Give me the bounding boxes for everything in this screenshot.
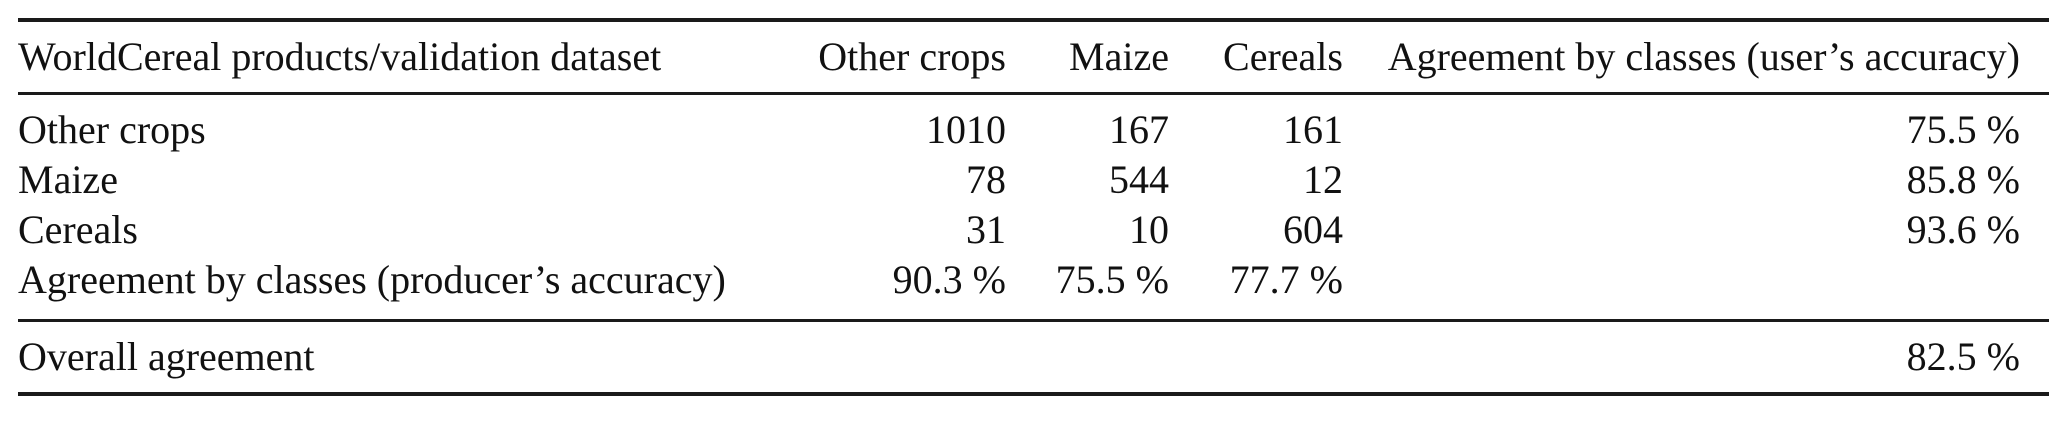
header-other-crops: Other crops <box>818 34 1006 79</box>
producer-accuracy-cell: 75.5 % <box>1055 257 1169 302</box>
row-label: Other crops <box>18 107 206 152</box>
header-cereals: Cereals <box>1223 34 1343 79</box>
producer-accuracy-cell: 90.3 % <box>892 257 1006 302</box>
header-maize: Maize <box>1069 34 1169 79</box>
empty-cell <box>718 321 1006 395</box>
table-row-maize: Maize 78 544 12 85.8 % <box>18 155 2049 205</box>
empty-cell <box>1006 321 1169 395</box>
matrix-cell: 12 <box>1303 157 1343 202</box>
user-accuracy-cell: 85.8 % <box>1906 157 2020 202</box>
table-row-producer-accuracy: Agreement by classes (producer’s accurac… <box>18 255 2049 321</box>
confusion-matrix-table: WorldCereal products/validation dataset … <box>18 18 2049 396</box>
row-label: Agreement by classes (producer’s accurac… <box>18 257 726 302</box>
empty-cell <box>1343 255 2049 321</box>
row-label: Maize <box>18 157 118 202</box>
matrix-body: Other crops 1010 167 161 75.5 % Maize 78… <box>18 94 2049 321</box>
overall-agreement-value: 82.5 % <box>1906 334 2020 379</box>
matrix-cell: 78 <box>966 157 1006 202</box>
matrix-cell: 167 <box>1109 107 1169 152</box>
empty-cell <box>1169 321 1343 395</box>
table-row-overall-agreement: Overall agreement 82.5 % <box>18 321 2049 395</box>
user-accuracy-cell: 93.6 % <box>1906 207 2020 252</box>
matrix-cell: 10 <box>1129 207 1169 252</box>
matrix-cell: 1010 <box>926 107 1006 152</box>
table-header-row: WorldCereal products/validation dataset … <box>18 20 2049 94</box>
matrix-cell: 604 <box>1283 207 1343 252</box>
table-row-other-crops: Other crops 1010 167 161 75.5 % <box>18 94 2049 156</box>
row-label: Cereals <box>18 207 138 252</box>
header-products-dataset: WorldCereal products/validation dataset <box>18 34 662 79</box>
matrix-cell: 544 <box>1109 157 1169 202</box>
table-row-cereals: Cereals 31 10 604 93.6 % <box>18 205 2049 255</box>
header-user-accuracy: Agreement by classes (user’s accuracy) <box>1387 34 2020 79</box>
producer-accuracy-cell: 77.7 % <box>1229 257 1343 302</box>
matrix-cell: 161 <box>1283 107 1343 152</box>
user-accuracy-cell: 75.5 % <box>1906 107 2020 152</box>
matrix-cell: 31 <box>966 207 1006 252</box>
row-label: Overall agreement <box>18 334 315 379</box>
paper-table-figure: WorldCereal products/validation dataset … <box>0 18 2067 396</box>
overall-agreement-section: Overall agreement 82.5 % <box>18 321 2049 395</box>
